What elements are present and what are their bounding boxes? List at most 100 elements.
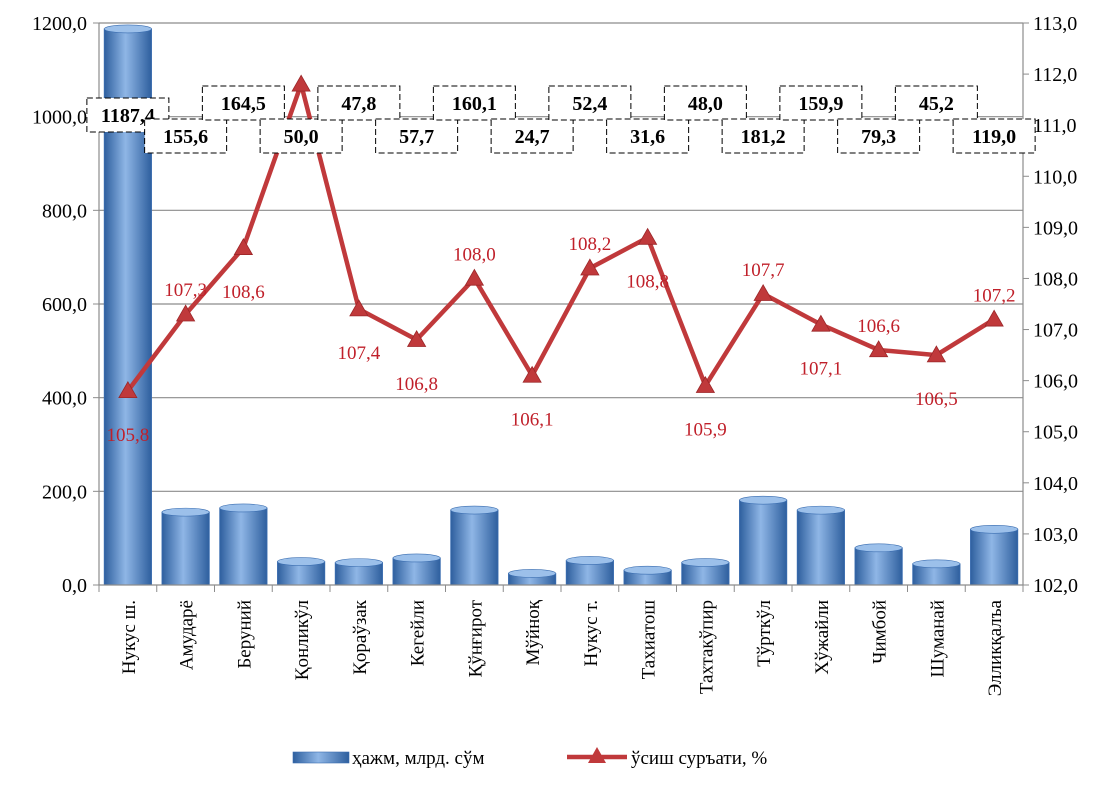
bar-data-label: 119,0 (972, 126, 1016, 148)
bar-cap (334, 558, 383, 567)
right-axis-tick-label: 109,0 (1033, 217, 1078, 239)
bar-data-label: 164,5 (221, 93, 266, 115)
right-axis-tick-label: 106,0 (1033, 371, 1078, 393)
growth-marker (926, 345, 947, 363)
right-axis-tick-label: 111,0 (1033, 115, 1077, 137)
growth-data-label: 108,2 (569, 234, 612, 255)
bar-data-label: 57,7 (399, 126, 434, 148)
bar-data-label-box (894, 85, 978, 121)
category-label: Тўрткўл (754, 599, 775, 666)
bar-cap (450, 505, 499, 515)
growth-data-label: 107,4 (338, 343, 381, 364)
category-label: Шуманай (927, 600, 948, 678)
category-label: Беруний (234, 600, 255, 669)
right-axis-tick-label: 108,0 (1033, 268, 1078, 290)
left-axis-tick-label: 1000,0 (32, 107, 87, 129)
bar-data-label: 47,8 (341, 93, 376, 115)
growth-marker (464, 268, 485, 286)
left-axis-tick-label: 800,0 (42, 200, 87, 222)
growth-data-label: 108,8 (626, 272, 669, 293)
bar-cap (623, 565, 672, 575)
growth-data-label: 106,6 (857, 316, 900, 337)
legend-bar-label: ҳажм, млрд. сўм (352, 748, 484, 769)
right-axis-tick-label: 107,0 (1033, 320, 1078, 342)
right-axis-tick-label: 110,0 (1033, 166, 1077, 188)
growth-marker (811, 314, 831, 332)
bar-cap (796, 505, 845, 515)
growth-marker (349, 299, 369, 317)
growth-marker (695, 375, 716, 393)
bar (392, 557, 441, 586)
bar (739, 499, 788, 586)
left-axis-tick-label: 600,0 (42, 294, 87, 316)
bar-data-label-box (663, 85, 747, 121)
data-labels: 105,8107,3108,6111,8107,4106,8108,0106,1… (86, 85, 1036, 446)
bar-cap (392, 553, 441, 563)
legend-bar-swatch (292, 751, 350, 764)
bar-data-label: 79,3 (861, 126, 896, 148)
left-axis-tick-label: 1200,0 (32, 13, 87, 35)
bar-data-label: 31,6 (630, 126, 665, 148)
growth-marker (984, 309, 1004, 327)
growth-data-label: 108,0 (453, 244, 496, 265)
bar-data-label-box (779, 85, 863, 121)
growth-marker (637, 227, 658, 245)
bar-data-label: 155,6 (163, 126, 208, 148)
category-label: Амударё (177, 600, 198, 670)
growth-marker (753, 283, 773, 301)
right-axis-tick-label: 112,0 (1033, 64, 1077, 86)
right-axis-tick-label: 103,0 (1033, 524, 1078, 546)
growth-data-label: 108,6 (222, 282, 265, 303)
bar-data-label: 50,0 (284, 126, 319, 148)
bar-data-label: 45,2 (919, 93, 954, 115)
line-series (118, 74, 1004, 399)
category-label: Кегейли (408, 600, 429, 666)
growth-data-label: 105,8 (107, 425, 150, 446)
legend: ҳажм, млрд. сўм ўсиш суръати, % (292, 747, 767, 769)
growth-marker (406, 329, 427, 347)
growth-data-label: 107,2 (973, 285, 1016, 306)
category-label: Элликқалъа (985, 599, 1006, 696)
bar-data-label-box (144, 118, 228, 154)
bar (970, 528, 1019, 586)
category-label: Тахиатош (639, 600, 660, 680)
category-label: Хўжайли (812, 600, 833, 675)
bar (450, 509, 499, 586)
bar-cap (219, 503, 268, 513)
bar-cap (739, 495, 788, 505)
bar-data-label-box (201, 85, 285, 121)
bar-cap (970, 524, 1019, 534)
category-label: Қонликўл (292, 599, 313, 680)
bar (161, 511, 210, 586)
bar-cap (912, 559, 961, 569)
bar-data-label-box (259, 118, 343, 154)
growth-data-label: 105,9 (684, 420, 727, 441)
bar-data-label: 1187,4 (101, 105, 155, 127)
category-label: Қўнғирот (465, 599, 486, 677)
growth-data-label: 107,7 (742, 260, 785, 281)
bar-cap (103, 24, 152, 34)
bar-data-label-box (606, 118, 690, 154)
bar-cap (161, 507, 210, 517)
category-label: Тахтакўпир (696, 600, 717, 694)
bar-data-label: 181,2 (741, 126, 786, 148)
left-axis-tick-label: 200,0 (42, 481, 87, 503)
category-label: Нукус т. (581, 600, 602, 667)
bar-data-label: 52,4 (572, 93, 607, 115)
bar-cap (681, 558, 730, 567)
category-label: Мўйноқ (523, 599, 544, 665)
left-axis-tick-label: 400,0 (42, 388, 87, 410)
bar (219, 507, 268, 586)
legend-line-label: ўсиш суръати, % (631, 748, 767, 769)
bar (796, 509, 845, 586)
bar-data-label-box (952, 118, 1036, 154)
growth-marker (868, 340, 889, 358)
left-axis-tick-label: 0,0 (62, 575, 87, 597)
bar-data-label-box (548, 85, 632, 121)
right-axis-tick-label: 102,0 (1033, 575, 1078, 597)
growth-marker (580, 258, 600, 276)
growth-line (126, 82, 996, 393)
growth-data-label: 106,8 (395, 374, 438, 395)
bar-data-label: 159,9 (798, 93, 843, 115)
